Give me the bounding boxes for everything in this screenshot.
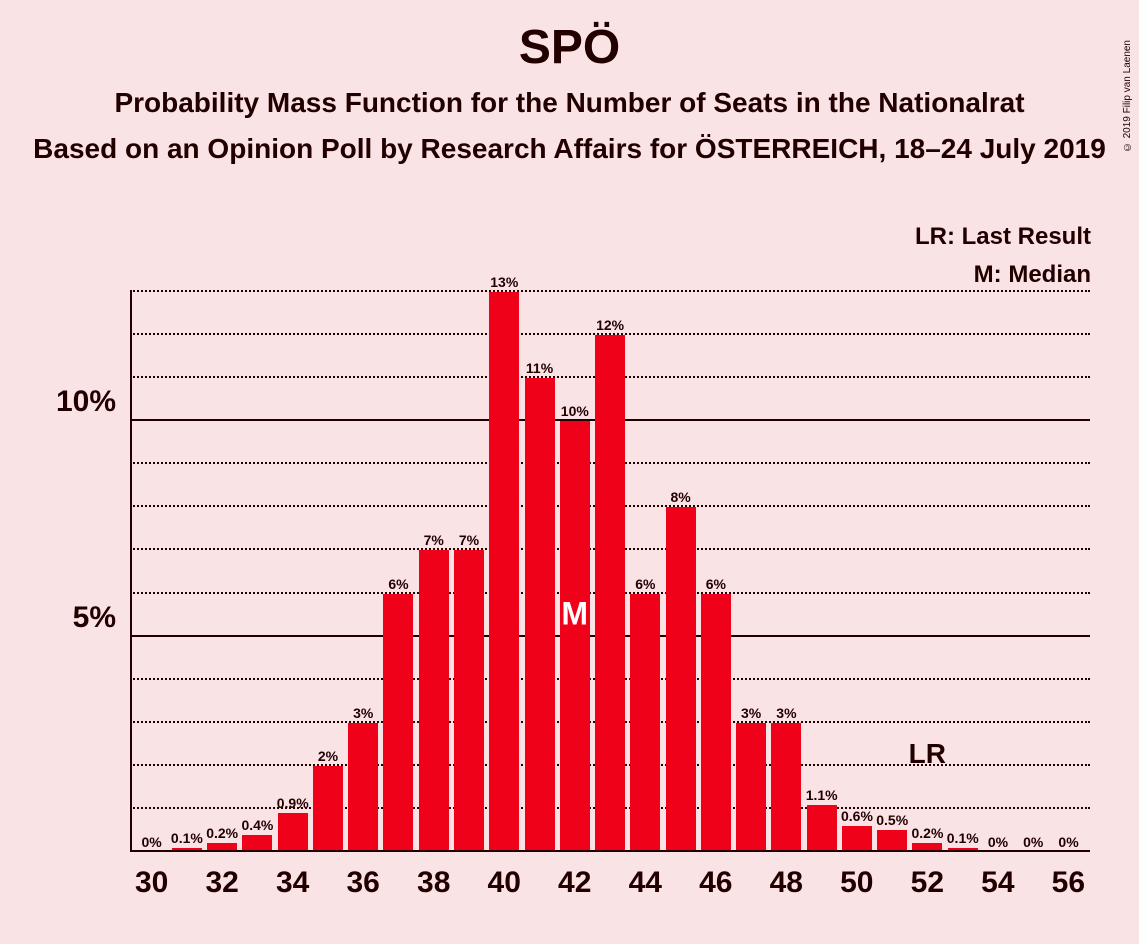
chart-title: SPÖ <box>0 20 1139 75</box>
x-tick-label: 54 <box>981 866 1014 900</box>
x-tick-label: 44 <box>629 866 662 900</box>
x-tick-label: 48 <box>770 866 803 900</box>
y-tick-label: 10% <box>16 385 116 419</box>
y-tick-label: 5% <box>16 601 116 635</box>
x-tick-label: 40 <box>488 866 521 900</box>
x-tick-label: 52 <box>911 866 944 900</box>
axis-border <box>130 292 1090 852</box>
bar-value-label: 13% <box>490 274 518 290</box>
x-tick-label: 34 <box>276 866 309 900</box>
median-marker: M <box>561 595 588 632</box>
x-tick-label: 50 <box>840 866 873 900</box>
x-tick-label: 32 <box>205 866 238 900</box>
chart-subtitle-2: Based on an Opinion Poll by Research Aff… <box>0 133 1139 165</box>
chart-subtitle-1: Probability Mass Function for the Number… <box>0 87 1139 119</box>
legend: LR: Last Result M: Median <box>915 218 1091 295</box>
x-tick-label: 38 <box>417 866 450 900</box>
x-tick-label: 36 <box>346 866 379 900</box>
x-tick-label: 30 <box>135 866 168 900</box>
x-tick-label: 42 <box>558 866 591 900</box>
x-tick-label: 56 <box>1052 866 1085 900</box>
chart-plot-area: 0%0.1%0.2%0.4%0.9%2%3%6%7%7%13%11%10%12%… <box>130 292 1090 852</box>
copyright: © 2019 Filip van Laenen <box>1122 40 1133 152</box>
x-tick-label: 46 <box>699 866 732 900</box>
last-result-marker: LR <box>909 738 946 770</box>
legend-lr: LR: Last Result <box>915 218 1091 256</box>
